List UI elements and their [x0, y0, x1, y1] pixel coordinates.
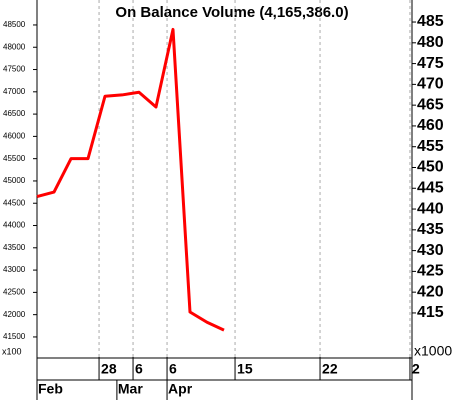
- y-tick-label: 44500: [3, 198, 26, 207]
- x-tick-label: 28: [101, 361, 117, 377]
- y-tick-label: 46500: [3, 109, 26, 118]
- x-tick-label: 15: [237, 361, 253, 377]
- y-tick-label: 42500: [3, 287, 26, 296]
- y-tick-label: 47500: [3, 65, 26, 74]
- month-label: Feb: [38, 381, 63, 397]
- y-tick-label: 48500: [3, 20, 26, 29]
- y-tick-label: 46000: [3, 131, 26, 140]
- x-tick-label: 6: [135, 361, 143, 377]
- y2-tick-label: 430: [417, 242, 444, 259]
- y2-tick-label: 475: [417, 55, 444, 72]
- y2-tick-label: 425: [417, 263, 444, 280]
- y-tick-label: 48000: [3, 42, 26, 51]
- y2-tick-label: 460: [417, 117, 444, 134]
- data-line: [36, 27, 225, 332]
- y2-tick-label: 480: [417, 34, 444, 51]
- y-tick-label: 47000: [3, 87, 26, 96]
- y2-tick-label: 420: [417, 283, 444, 300]
- y2-unit-label: x1000: [414, 343, 452, 359]
- x-tick-label: 2: [412, 361, 420, 377]
- y-tick-label: 45500: [3, 154, 26, 163]
- y2-tick-label: 415: [417, 304, 444, 321]
- y-tick-label: 44000: [3, 221, 26, 230]
- y2-tick-label: 470: [417, 76, 444, 93]
- y2-tick-label: 455: [417, 138, 444, 155]
- x-tick-label: 6: [169, 361, 177, 377]
- y2-tick-label: 435: [417, 221, 444, 238]
- y2-tick-label: 465: [417, 96, 444, 113]
- month-label: Mar: [118, 381, 143, 397]
- y2-tick-label: 485: [417, 13, 444, 30]
- y2-tick-label: 445: [417, 179, 444, 196]
- y2-tick-label: 440: [417, 200, 444, 217]
- y-tick-label: 43000: [3, 265, 26, 274]
- y-unit-label: x100: [2, 346, 22, 356]
- month-label: Apr: [168, 381, 193, 397]
- y-tick-label: 43500: [3, 243, 26, 252]
- y-tick-label: 42000: [3, 310, 26, 319]
- x-tick-label: 22: [322, 361, 338, 377]
- chart-title: On Balance Volume (4,165,386.0): [115, 4, 348, 21]
- y-tick-label: 41500: [3, 332, 26, 341]
- y2-tick-label: 450: [417, 159, 444, 176]
- y-tick-label: 45000: [3, 176, 26, 185]
